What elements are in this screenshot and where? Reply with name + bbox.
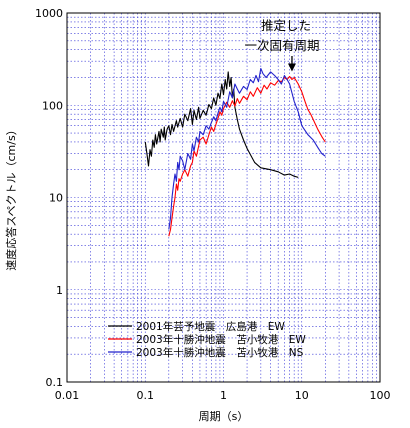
annotation-line-1: 推定した (261, 18, 311, 33)
y-tick-label: 100 (42, 99, 63, 112)
series-line-3 (168, 67, 326, 230)
x-tick-label: 0.1 (137, 389, 155, 402)
period-annotation: 推定した 一次固有周期 (244, 18, 319, 72)
y-tick-label: 1000 (35, 7, 63, 20)
y-tick-label: 10 (49, 192, 63, 205)
y-tick-label: 0.1 (46, 376, 64, 389)
x-tick-label: 1 (220, 389, 227, 402)
x-tick-label: 10 (295, 389, 309, 402)
x-tick-label: 100 (370, 389, 391, 402)
series-line-1 (144, 71, 299, 178)
legend-label-2: 2003年十勝沖地震 苫小牧港 EW (136, 333, 306, 346)
y-tick-label: 1 (56, 284, 63, 297)
annotation-line-2: 一次固有周期 (244, 38, 319, 53)
plot-frame (66, 12, 381, 383)
legend-label-1: 2001年芸予地震 広島港 EW (136, 320, 285, 333)
series-line-2 (168, 75, 326, 237)
series-layer (144, 67, 326, 237)
annotation-arrowhead (287, 63, 296, 72)
y-axis-label: 速度応答スペクトル（cm/s） (4, 124, 18, 270)
x-axis-label: 周期（s） (199, 410, 249, 423)
x-tick-label: 0.01 (55, 389, 80, 402)
legend-label-3: 2003年十勝沖地震 苫小牧港 NS (136, 346, 304, 359)
